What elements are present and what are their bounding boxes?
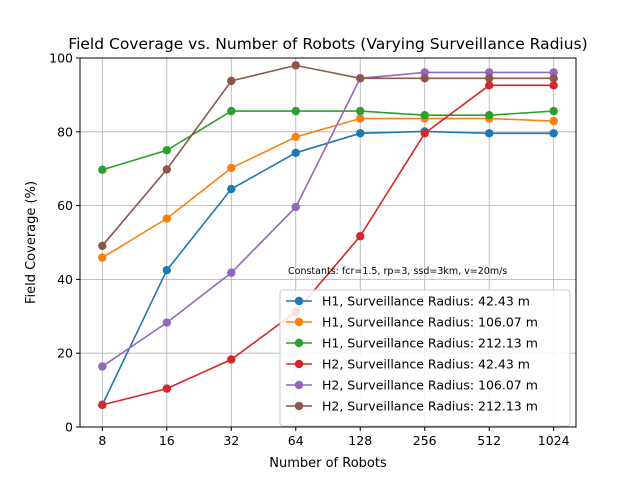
data-point	[291, 61, 300, 70]
legend-item: H1, Surveillance Radius: 106.07 m	[286, 315, 538, 330]
data-point	[162, 146, 171, 155]
legend-label: H2, Surveillance Radius: 106.07 m	[322, 378, 538, 393]
data-point	[162, 165, 171, 174]
data-point	[291, 148, 300, 158]
legend-swatch-marker	[294, 296, 304, 306]
x-tick-label: 8	[98, 433, 106, 448]
series-line	[102, 110, 554, 171]
x-axis-label: Number of Robots	[269, 456, 387, 471]
data-point	[549, 106, 558, 116]
data-point	[485, 129, 494, 138]
legend-label: H2, Surveillance Radius: 212.13 m	[322, 399, 538, 414]
series-6	[98, 61, 558, 251]
legend-swatch-marker	[294, 338, 304, 348]
data-point	[98, 400, 107, 410]
data-point	[420, 129, 429, 138]
legend-swatch-marker	[294, 359, 304, 369]
data-point	[356, 232, 365, 241]
legend-label: H1, Surveillance Radius: 106.07 m	[322, 315, 538, 330]
data-point	[291, 106, 300, 116]
series-3	[98, 106, 558, 175]
data-point	[227, 76, 236, 86]
data-point	[162, 214, 171, 223]
data-point	[227, 268, 236, 277]
x-tick-label: 1024	[538, 433, 570, 448]
data-point	[420, 110, 429, 120]
data-point	[549, 74, 558, 83]
data-point	[98, 362, 107, 371]
data-point	[549, 129, 558, 138]
data-point	[485, 110, 494, 120]
x-tick-label: 128	[348, 433, 372, 448]
x-tick-label: 16	[159, 433, 175, 448]
y-tick-label: 0	[65, 420, 73, 435]
legend-item: H2, Surveillance Radius: 106.07 m	[286, 378, 538, 393]
series-lines	[98, 61, 558, 410]
data-point	[98, 253, 107, 262]
data-point	[356, 74, 365, 83]
data-point	[356, 129, 365, 138]
legend-item: H2, Surveillance Radius: 42.43 m	[286, 357, 530, 372]
legend-item: H1, Surveillance Radius: 212.13 m	[286, 336, 538, 351]
data-point	[291, 202, 300, 212]
data-point	[420, 68, 429, 77]
legend-box	[279, 289, 571, 427]
data-point	[420, 74, 429, 83]
data-point	[227, 163, 236, 173]
x-tick-label: 64	[288, 433, 304, 448]
series-line	[102, 84, 554, 406]
data-point	[162, 318, 171, 327]
data-point	[549, 116, 558, 126]
legend-swatch-marker	[294, 380, 304, 390]
legend-label: H1, Surveillance Radius: 212.13 m	[322, 336, 538, 351]
series-4	[98, 81, 558, 410]
legend-swatch-marker	[294, 401, 304, 411]
data-point	[162, 384, 171, 393]
y-tick-label: 40	[57, 272, 73, 287]
y-tick-label: 100	[49, 51, 73, 66]
data-point	[549, 68, 558, 77]
axis-ticks: 8 16 32 64 128 256 512 1024 0 20 40 60 80 100	[49, 51, 569, 449]
plot-frame	[79, 57, 577, 428]
data-point	[356, 114, 365, 123]
data-point	[485, 68, 494, 77]
data-point	[227, 184, 236, 194]
y-tick-label: 60	[57, 198, 73, 213]
data-point	[162, 265, 171, 275]
y-tick-label: 80	[57, 124, 73, 139]
data-point	[291, 132, 300, 142]
series-line	[101, 117, 554, 259]
data-point	[356, 106, 365, 116]
data-point	[549, 81, 558, 90]
data-point	[98, 165, 107, 175]
legend-item: H1, Surveillance Radius: 42.43 m	[286, 294, 530, 309]
y-tick-label: 20	[57, 346, 73, 361]
chart-title: Field Coverage vs. Number of Robots (Var…	[68, 35, 587, 53]
legend-swatch-marker	[294, 317, 304, 327]
constants-annotation: Constants: fcr=1.5, rp=3, ssd=3km, v=20m…	[288, 266, 507, 277]
series-line	[101, 64, 554, 247]
data-point	[227, 106, 236, 116]
data-point	[485, 81, 494, 90]
legend-label: H2, Surveillance Radius: 42.43 m	[322, 357, 530, 372]
data-point	[227, 355, 236, 364]
legend-item: H2, Surveillance Radius: 212.13 m	[286, 399, 538, 414]
data-point	[98, 241, 107, 251]
y-axis-label: Field Coverage (%)	[24, 181, 39, 304]
data-point	[485, 74, 494, 83]
series-line	[101, 71, 554, 368]
x-tick-label: 32	[223, 433, 239, 448]
legend: H1, Surveillance Radius: 42.43 m H1, Surv…	[279, 289, 571, 427]
x-tick-label: 512	[477, 433, 501, 448]
x-tick-label: 256	[413, 433, 437, 448]
legend-label: H1, Surveillance Radius: 42.43 m	[322, 294, 530, 309]
